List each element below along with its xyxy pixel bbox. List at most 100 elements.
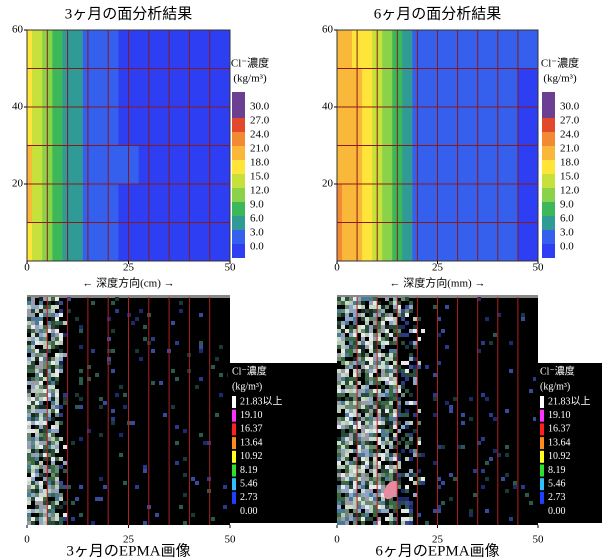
speckle <box>361 425 365 429</box>
speckle <box>51 505 55 509</box>
speckle <box>377 401 381 405</box>
speckle <box>191 477 195 481</box>
speckle <box>361 393 365 397</box>
x-tick-label: 50 <box>533 534 545 546</box>
speckle <box>43 329 47 333</box>
speckle <box>55 501 59 505</box>
speckle <box>27 413 31 417</box>
speckle <box>171 405 175 409</box>
speckle <box>345 377 349 381</box>
colorbar-segment <box>540 423 544 436</box>
speckle <box>405 305 409 309</box>
colorbar-title: Cl⁻濃度 <box>541 56 579 70</box>
speckle <box>337 393 341 397</box>
speckle <box>349 385 353 389</box>
speckle <box>337 297 341 301</box>
speckle <box>393 457 397 461</box>
speckle <box>357 465 361 469</box>
speckle <box>369 485 373 489</box>
speckle <box>341 361 345 365</box>
speckle <box>159 381 163 385</box>
speckle <box>31 341 35 345</box>
speckle <box>349 473 353 477</box>
speckle <box>47 301 51 305</box>
speckle <box>51 485 55 489</box>
speckle <box>349 481 353 485</box>
speckle <box>175 461 179 465</box>
speckle <box>373 481 377 485</box>
speckle <box>51 297 55 301</box>
speckle <box>353 385 357 389</box>
speckle <box>409 437 413 441</box>
contour-cell <box>337 107 343 146</box>
speckle <box>377 521 381 525</box>
speckle <box>51 453 55 457</box>
speckle <box>353 513 357 517</box>
speckle <box>341 485 345 489</box>
speckle <box>365 329 369 333</box>
speckle <box>163 413 167 417</box>
speckle <box>385 413 389 417</box>
x-axis-label: ← 深度方向(cm) → <box>82 276 174 290</box>
speckle <box>385 509 389 513</box>
speckle <box>377 501 381 505</box>
colorbar-label: 12.0 <box>560 185 580 197</box>
colorbar-label: 5.46 <box>548 478 566 489</box>
speckle <box>55 469 59 473</box>
speckle <box>377 485 381 489</box>
speckle <box>389 501 393 505</box>
contour-cell <box>337 222 343 262</box>
speckle <box>393 341 397 345</box>
speckle <box>381 373 385 377</box>
speckle <box>385 333 389 337</box>
speckle <box>417 365 421 369</box>
speckle <box>393 317 397 321</box>
speckle <box>365 413 369 417</box>
speckle <box>365 353 369 357</box>
speckle <box>505 409 509 413</box>
speckle <box>341 297 345 301</box>
speckle <box>369 469 373 473</box>
speckle <box>381 309 385 313</box>
speckle <box>345 401 349 405</box>
speckle <box>353 361 357 365</box>
contour-cell <box>342 30 353 69</box>
speckle <box>55 321 59 325</box>
speckle <box>155 513 159 517</box>
speckle <box>55 345 59 349</box>
speckle <box>47 449 51 453</box>
speckle <box>377 449 381 453</box>
speckle <box>341 329 345 333</box>
speckle <box>349 493 353 497</box>
speckle <box>337 377 341 381</box>
speckle <box>353 313 357 317</box>
speckle <box>397 313 401 317</box>
speckle <box>91 301 95 305</box>
speckle <box>337 301 341 305</box>
speckle <box>27 417 31 421</box>
speckle <box>409 513 413 517</box>
speckle <box>353 521 357 525</box>
colorbar-label: 0.00 <box>548 506 566 517</box>
speckle <box>433 509 437 513</box>
speckle <box>51 369 55 373</box>
speckle <box>55 413 59 417</box>
speckle <box>35 489 39 493</box>
speckle <box>345 441 349 445</box>
speckle <box>373 317 377 321</box>
speckle <box>341 497 345 501</box>
speckle <box>39 437 43 441</box>
speckle <box>381 429 385 433</box>
speckle <box>373 465 377 469</box>
contour-cell <box>362 107 373 146</box>
speckle <box>357 425 361 429</box>
speckle <box>349 325 353 329</box>
speckle <box>369 465 373 469</box>
contour-cell <box>52 145 64 185</box>
speckle <box>43 481 47 485</box>
speckle <box>51 501 55 505</box>
speckle <box>43 413 47 417</box>
speckle <box>397 325 401 329</box>
speckle <box>43 501 47 505</box>
speckle <box>373 513 377 517</box>
